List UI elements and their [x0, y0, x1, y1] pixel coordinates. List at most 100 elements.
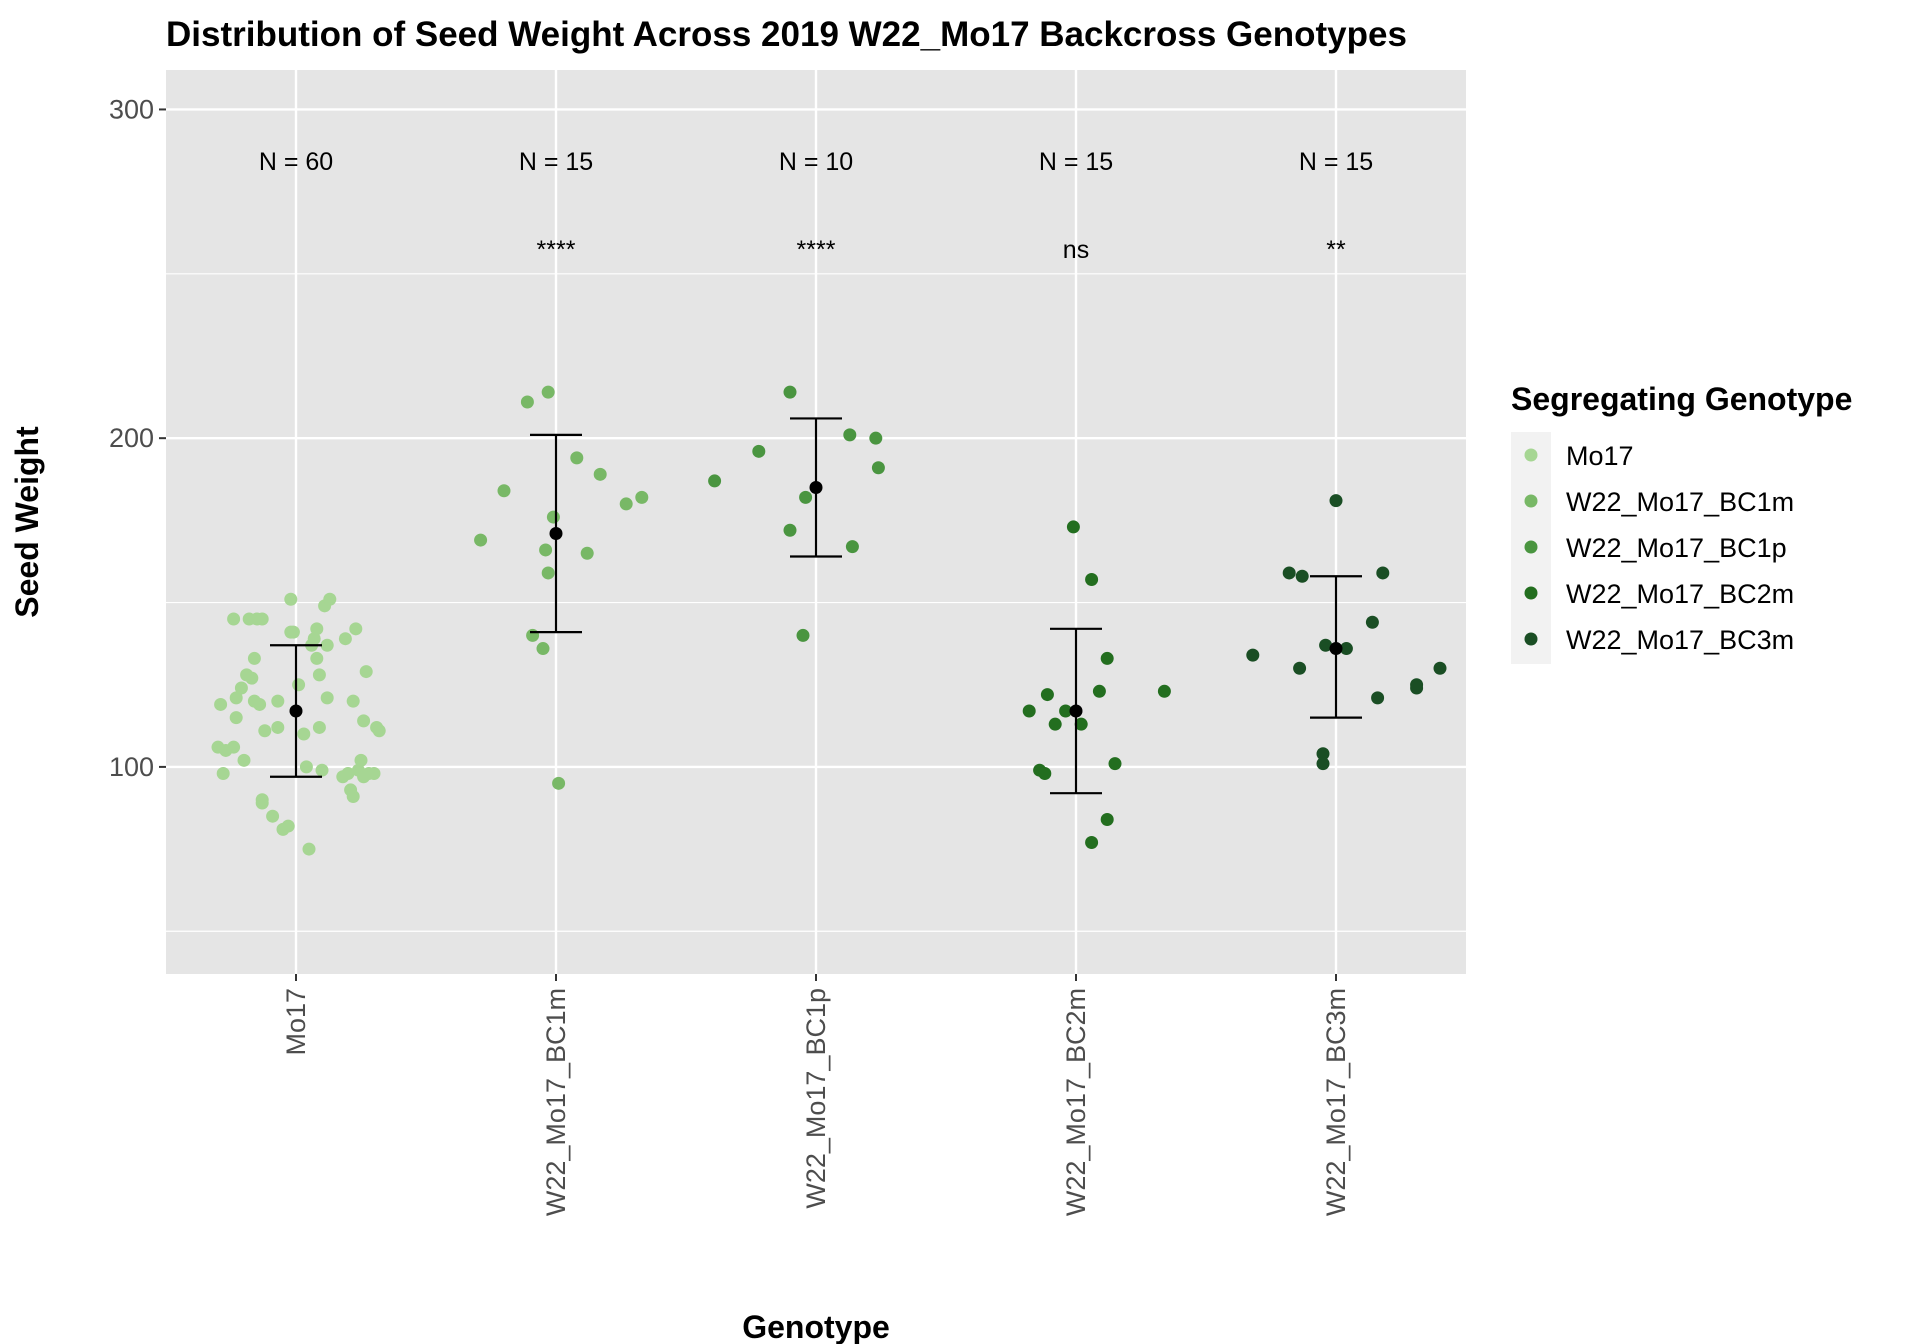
data-point — [1108, 757, 1122, 771]
data-point — [299, 760, 313, 774]
data-point — [341, 766, 355, 780]
data-point — [253, 697, 267, 711]
data-point — [799, 490, 813, 504]
y-axis-title: Seed Weight — [9, 426, 45, 618]
data-point — [1410, 681, 1424, 695]
data-point — [541, 385, 555, 399]
legend-key — [1524, 586, 1538, 600]
data-point — [1085, 573, 1099, 587]
data-point — [541, 566, 555, 580]
data-point — [297, 727, 311, 741]
data-point — [367, 766, 381, 780]
data-point — [1365, 615, 1379, 629]
group-annotations: N = 60 N = 15 **** N = 10 **** N = 15 ns N = 15… — [259, 148, 1373, 264]
x-tick-label: W22_Mo17_BC3m — [1321, 988, 1351, 1216]
data-point — [539, 543, 553, 557]
data-point — [320, 691, 334, 705]
mean-point — [549, 527, 563, 541]
data-point — [214, 697, 228, 711]
mean-point — [289, 704, 303, 718]
data-point — [354, 753, 368, 767]
data-point — [593, 467, 607, 481]
y-tick-label: 100 — [109, 752, 154, 782]
n-label: N = 10 — [779, 148, 853, 176]
legend-key — [1524, 540, 1538, 554]
data-point — [845, 540, 859, 554]
data-point — [796, 628, 810, 642]
mean-point — [809, 480, 823, 494]
x-tick-label: W22_Mo17_BC1p — [801, 988, 831, 1209]
data-point — [216, 766, 230, 780]
data-point — [255, 796, 269, 810]
data-point — [1074, 717, 1088, 731]
data-point — [312, 720, 326, 734]
data-point — [227, 740, 241, 754]
legend-label: Mo17 — [1566, 441, 1634, 471]
data-point — [245, 671, 259, 685]
data-point — [258, 724, 272, 738]
data-point — [310, 622, 324, 636]
data-point — [1100, 651, 1114, 665]
data-point — [526, 628, 540, 642]
chart-title: Distribution of Seed Weight Across 2019 … — [166, 15, 1407, 54]
legend-label: W22_Mo17_BC1p — [1566, 533, 1787, 563]
legend-label: W22_Mo17_BC2m — [1566, 579, 1794, 609]
legend-label: W22_Mo17_BC1m — [1566, 487, 1794, 517]
y-tick-label: 200 — [109, 423, 154, 453]
data-point — [1316, 757, 1330, 771]
x-tick-label: W22_Mo17_BC2m — [1061, 988, 1091, 1216]
significance-label: ns — [1063, 236, 1089, 264]
data-point — [266, 809, 280, 823]
data-point — [312, 668, 326, 682]
data-point — [338, 632, 352, 646]
legend: Segregating Genotype Mo17 W22_Mo17_BC1m W2… — [1511, 381, 1852, 664]
data-point — [349, 622, 363, 636]
data-point — [227, 612, 241, 626]
data-point — [1246, 648, 1260, 662]
data-point — [1157, 684, 1171, 698]
data-point — [346, 789, 360, 803]
data-point — [474, 533, 488, 547]
data-point — [783, 385, 797, 399]
data-point — [359, 665, 373, 679]
data-point — [286, 625, 300, 639]
significance-label: **** — [797, 236, 836, 264]
mean-point — [1329, 642, 1343, 656]
legend-items: Mo17 W22_Mo17_BC1m W22_Mo17_BC1p W22_Mo17_B… — [1524, 441, 1794, 655]
data-point — [1040, 688, 1054, 702]
data-point — [783, 523, 797, 537]
data-point — [255, 612, 269, 626]
data-point — [310, 651, 324, 665]
x-tick-label: W22_Mo17_BC1m — [541, 988, 571, 1216]
data-point — [234, 681, 248, 695]
data-point — [1038, 766, 1052, 780]
legend-key — [1524, 448, 1538, 462]
data-point — [1329, 494, 1343, 508]
data-point — [752, 444, 766, 458]
data-points — [211, 385, 1447, 856]
n-label: N = 15 — [1039, 148, 1113, 176]
x-axis-title: Genotype — [742, 1309, 890, 1344]
data-point — [497, 484, 511, 498]
data-point — [1433, 661, 1447, 675]
data-point — [1100, 812, 1114, 826]
data-point — [237, 753, 251, 767]
legend-label: W22_Mo17_BC3m — [1566, 625, 1794, 655]
data-point — [580, 546, 594, 560]
y-axis: 100 200 300 — [109, 94, 166, 782]
data-point — [1376, 566, 1390, 580]
data-point — [372, 724, 386, 738]
significance-label: **** — [537, 236, 576, 264]
data-point — [708, 474, 722, 488]
data-point — [570, 451, 584, 465]
data-point — [284, 592, 298, 606]
legend-title: Segregating Genotype — [1511, 381, 1852, 417]
data-point — [271, 694, 285, 708]
n-label: N = 15 — [1299, 148, 1373, 176]
data-point — [357, 714, 371, 728]
data-point — [1282, 566, 1296, 580]
mean-point — [1069, 704, 1083, 718]
data-point — [871, 461, 885, 475]
data-point — [229, 711, 243, 725]
